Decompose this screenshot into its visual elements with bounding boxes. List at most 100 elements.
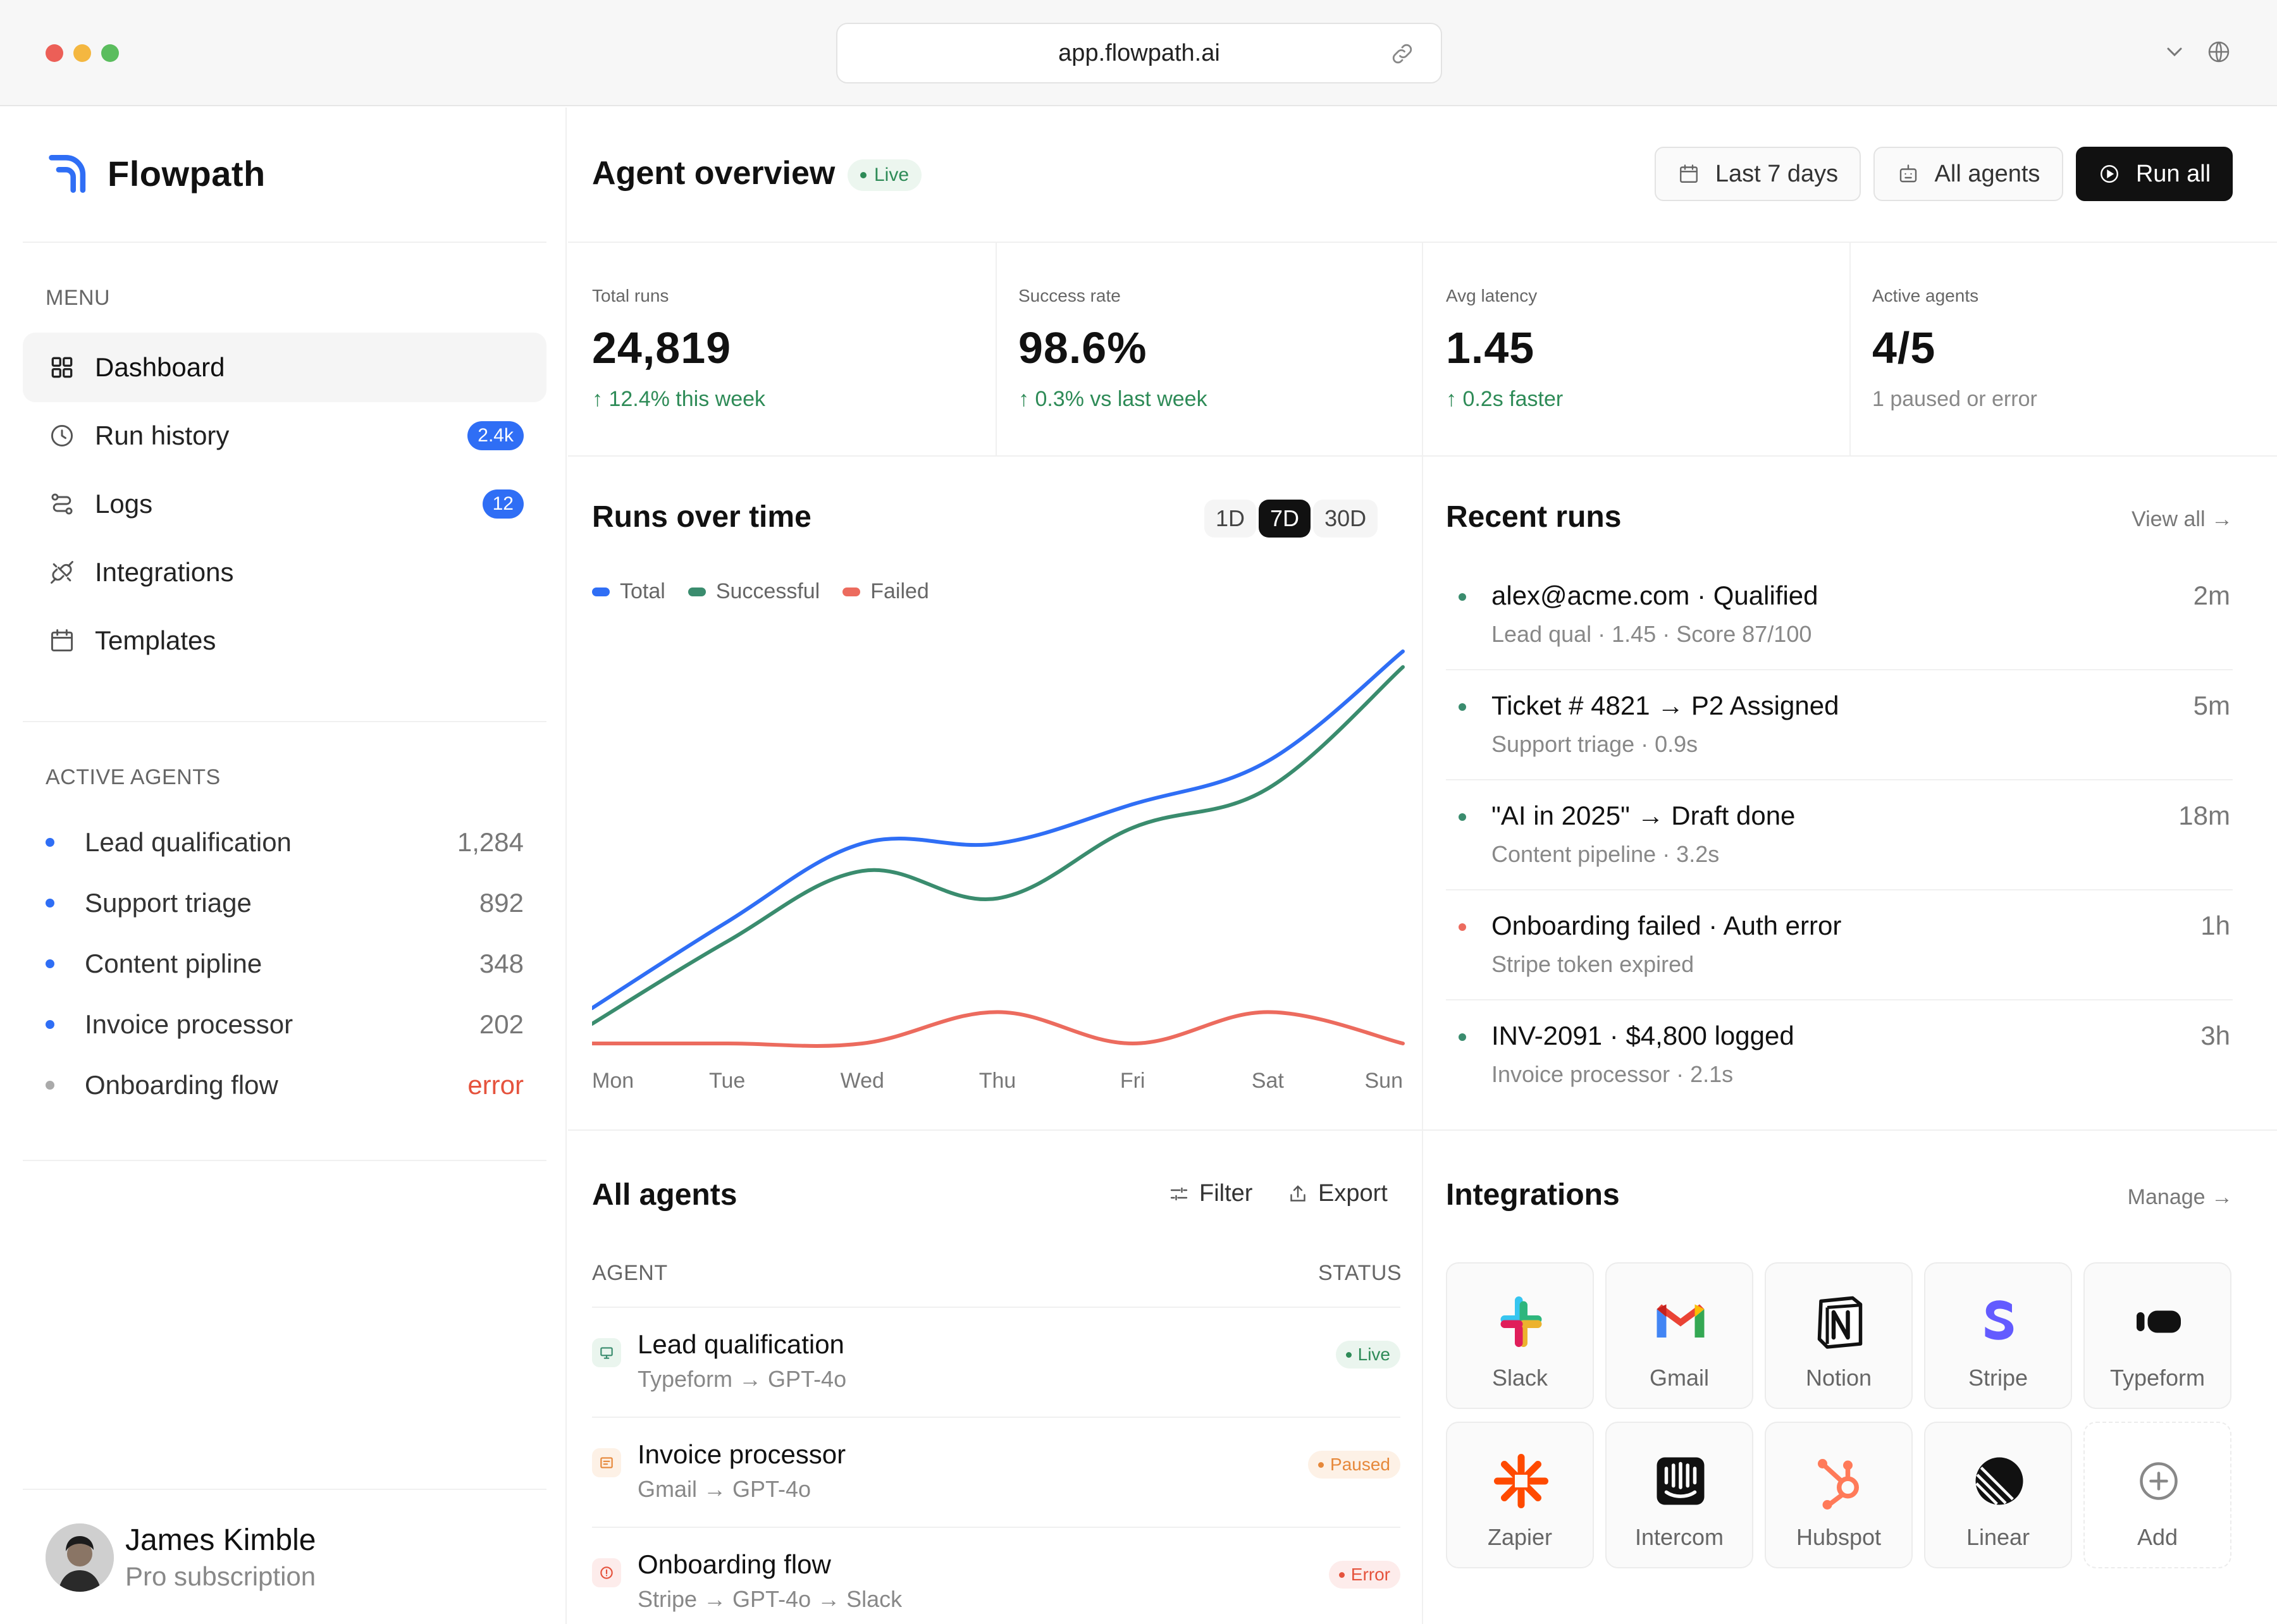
x-tick-label: Thu	[979, 1069, 1016, 1093]
run-subtitle: Content pipeline · 3.2s	[1491, 841, 1720, 867]
filter-label: Filter	[1199, 1180, 1253, 1207]
recent-run-item[interactable]: INV-2091 · $4,800 logged Invoice process…	[1446, 1009, 2233, 1119]
run-subtitle: Stripe token expired	[1491, 951, 1694, 977]
integration-stripe[interactable]: Stripe	[1924, 1262, 2072, 1409]
chevron-down-icon[interactable]	[2162, 39, 2187, 65]
divider	[23, 1160, 546, 1161]
live-status-badge: Live	[848, 159, 922, 191]
integration-name: Add	[2137, 1524, 2178, 1550]
status-dot	[46, 838, 54, 847]
runs-chart-title: Runs over time	[592, 500, 811, 534]
sidebar-item-dashboard[interactable]: Dashboard	[23, 333, 546, 402]
recent-run-item[interactable]: Ticket # 4821 → P2 Assigned Support tria…	[1446, 679, 2233, 789]
sidebar-item-label: Templates	[95, 625, 216, 655]
recent-run-item[interactable]: Onboarding failed · Auth error Stripe to…	[1446, 899, 2233, 1009]
agent-name: Content pipline	[85, 949, 262, 978]
agent-flow: Typeform → GPT-4o	[638, 1366, 847, 1392]
brand-name: Flowpath	[108, 153, 266, 194]
zapier-icon	[1494, 1454, 1548, 1508]
run-history-count-badge: 2.4k	[467, 421, 524, 450]
status-dot	[1459, 813, 1466, 821]
recent-run-item[interactable]: "AI in 2025" → Draft done Content pipeli…	[1446, 789, 2233, 899]
integration-name: Gmail	[1649, 1365, 1709, 1391]
agent-type-icon	[592, 1558, 621, 1587]
active-agent-lead-qualification[interactable]: Lead qualification 1,284	[46, 823, 524, 861]
integration-gmail[interactable]: Gmail	[1605, 1262, 1753, 1409]
range-30d-button[interactable]: 30D	[1313, 500, 1378, 538]
all-agents-title: All agents	[592, 1178, 737, 1212]
sidebar-item-logs[interactable]: Logs 12	[23, 469, 546, 539]
robot-icon	[1899, 164, 1916, 183]
sidebar-item-templates[interactable]: Templates	[23, 606, 546, 675]
active-agent-content-pipline[interactable]: Content pipline 348	[46, 945, 524, 983]
globe-icon[interactable]	[2206, 39, 2231, 65]
status-dot	[1459, 1033, 1466, 1041]
link-icon[interactable]	[1389, 40, 1416, 67]
run-all-button[interactable]: Run all	[2076, 147, 2233, 201]
user-profile[interactable]: James Kimble Pro subscription	[46, 1523, 316, 1592]
agents-filter-button[interactable]: All agents	[1873, 147, 2063, 201]
manage-link[interactable]: Manage →	[2127, 1185, 2233, 1209]
agent-row-lead-qualification[interactable]: Lead qualification Typeform → GPT-4o Liv…	[592, 1314, 1400, 1424]
integration-notion[interactable]: Notion	[1765, 1262, 1913, 1409]
agent-count: 892	[479, 888, 524, 918]
recent-runs-title: Recent runs	[1446, 500, 1622, 534]
sidebar: Flowpath MENU Dashboard Run history 2.4k…	[0, 108, 567, 1624]
calendar-icon	[51, 629, 73, 652]
sidebar-item-run-history[interactable]: Run history 2.4k	[23, 401, 546, 471]
divider	[23, 1489, 546, 1490]
integration-hubspot[interactable]: Hubspot	[1765, 1422, 1913, 1568]
integration-linear[interactable]: Linear	[1924, 1422, 2072, 1568]
agent-row-invoice-processor[interactable]: Invoice processor Gmail → GPT-4o Paused	[592, 1424, 1400, 1534]
active-agent-invoice-processor[interactable]: Invoice processor 202	[46, 1006, 524, 1043]
user-name: James Kimble	[125, 1523, 316, 1557]
chart-legend: Total Successful Failed	[592, 579, 952, 604]
stat-success-rate: Success rate 98.6% ↑ 0.3% vs last week	[1018, 286, 1207, 412]
date-range-button[interactable]: Last 7 days	[1655, 147, 1861, 201]
view-all-link[interactable]: View all →	[2132, 507, 2233, 531]
stat-delta: ↑ 12.4% this week	[592, 387, 766, 411]
integration-zapier[interactable]: Zapier	[1446, 1422, 1594, 1568]
export-button[interactable]: Export	[1287, 1180, 1388, 1207]
stat-delta: 1 paused or error	[1872, 387, 2037, 411]
status-dot	[1459, 923, 1466, 931]
agent-name: Invoice processor	[85, 1009, 293, 1039]
agent-type-icon	[592, 1338, 621, 1367]
legend-failed: Failed	[842, 579, 929, 604]
sidebar-item-integrations[interactable]: Integrations	[23, 538, 546, 607]
intercom-icon	[1657, 1457, 1705, 1505]
notion-icon	[1817, 1296, 1863, 1349]
stat-value: 4/5	[1872, 323, 1936, 372]
brand[interactable]: Flowpath	[46, 149, 266, 197]
agent-count: 202	[479, 1009, 524, 1039]
range-1d-button[interactable]: 1D	[1204, 500, 1257, 538]
plug-icon	[51, 561, 73, 584]
filter-button[interactable]: Filter	[1168, 1180, 1252, 1207]
stat-delta: ↑ 0.3% vs last week	[1018, 387, 1207, 411]
address-bar[interactable]: app.flowpath.ai	[836, 23, 1442, 83]
run-title: Ticket # 4821 → P2 Assigned	[1491, 691, 1839, 720]
run-subtitle: Lead qual · 1.45 · Score 87/100	[1491, 621, 1812, 647]
agent-row-onboarding-flow[interactable]: Onboarding flow Stripe → GPT-4o → Slack …	[592, 1534, 1400, 1624]
active-agent-onboarding-flow[interactable]: Onboarding flow error	[46, 1066, 524, 1104]
range-7d-button[interactable]: 7D	[1259, 500, 1311, 538]
agent-name: Support triage	[85, 888, 252, 918]
recent-run-item[interactable]: alex@acme.com · Qualified Lead qual · 1.…	[1446, 569, 2233, 679]
maximize-window-button[interactable]	[101, 44, 119, 62]
sidebar-item-label: Logs	[95, 489, 153, 519]
integration-typeform[interactable]: Typeform	[2083, 1262, 2231, 1409]
run-subtitle: Support triage · 0.9s	[1491, 731, 1698, 757]
status-badge: Error	[1328, 1561, 1400, 1589]
integration-slack[interactable]: Slack	[1446, 1262, 1594, 1409]
flowpath-logo-icon	[49, 155, 86, 193]
integration-intercom[interactable]: Intercom	[1605, 1422, 1753, 1568]
add-integration-button[interactable]: Add	[2083, 1422, 2231, 1568]
active-agent-support-triage[interactable]: Support triage 892	[46, 884, 524, 922]
sidebar-item-label: Dashboard	[95, 352, 225, 382]
minimize-window-button[interactable]	[73, 44, 91, 62]
agent-flow: Gmail → GPT-4o	[638, 1476, 811, 1502]
agent-type-icon	[592, 1448, 621, 1477]
close-window-button[interactable]	[46, 44, 63, 62]
user-avatar-image	[46, 1523, 114, 1592]
stat-label: Avg latency	[1446, 286, 1538, 305]
